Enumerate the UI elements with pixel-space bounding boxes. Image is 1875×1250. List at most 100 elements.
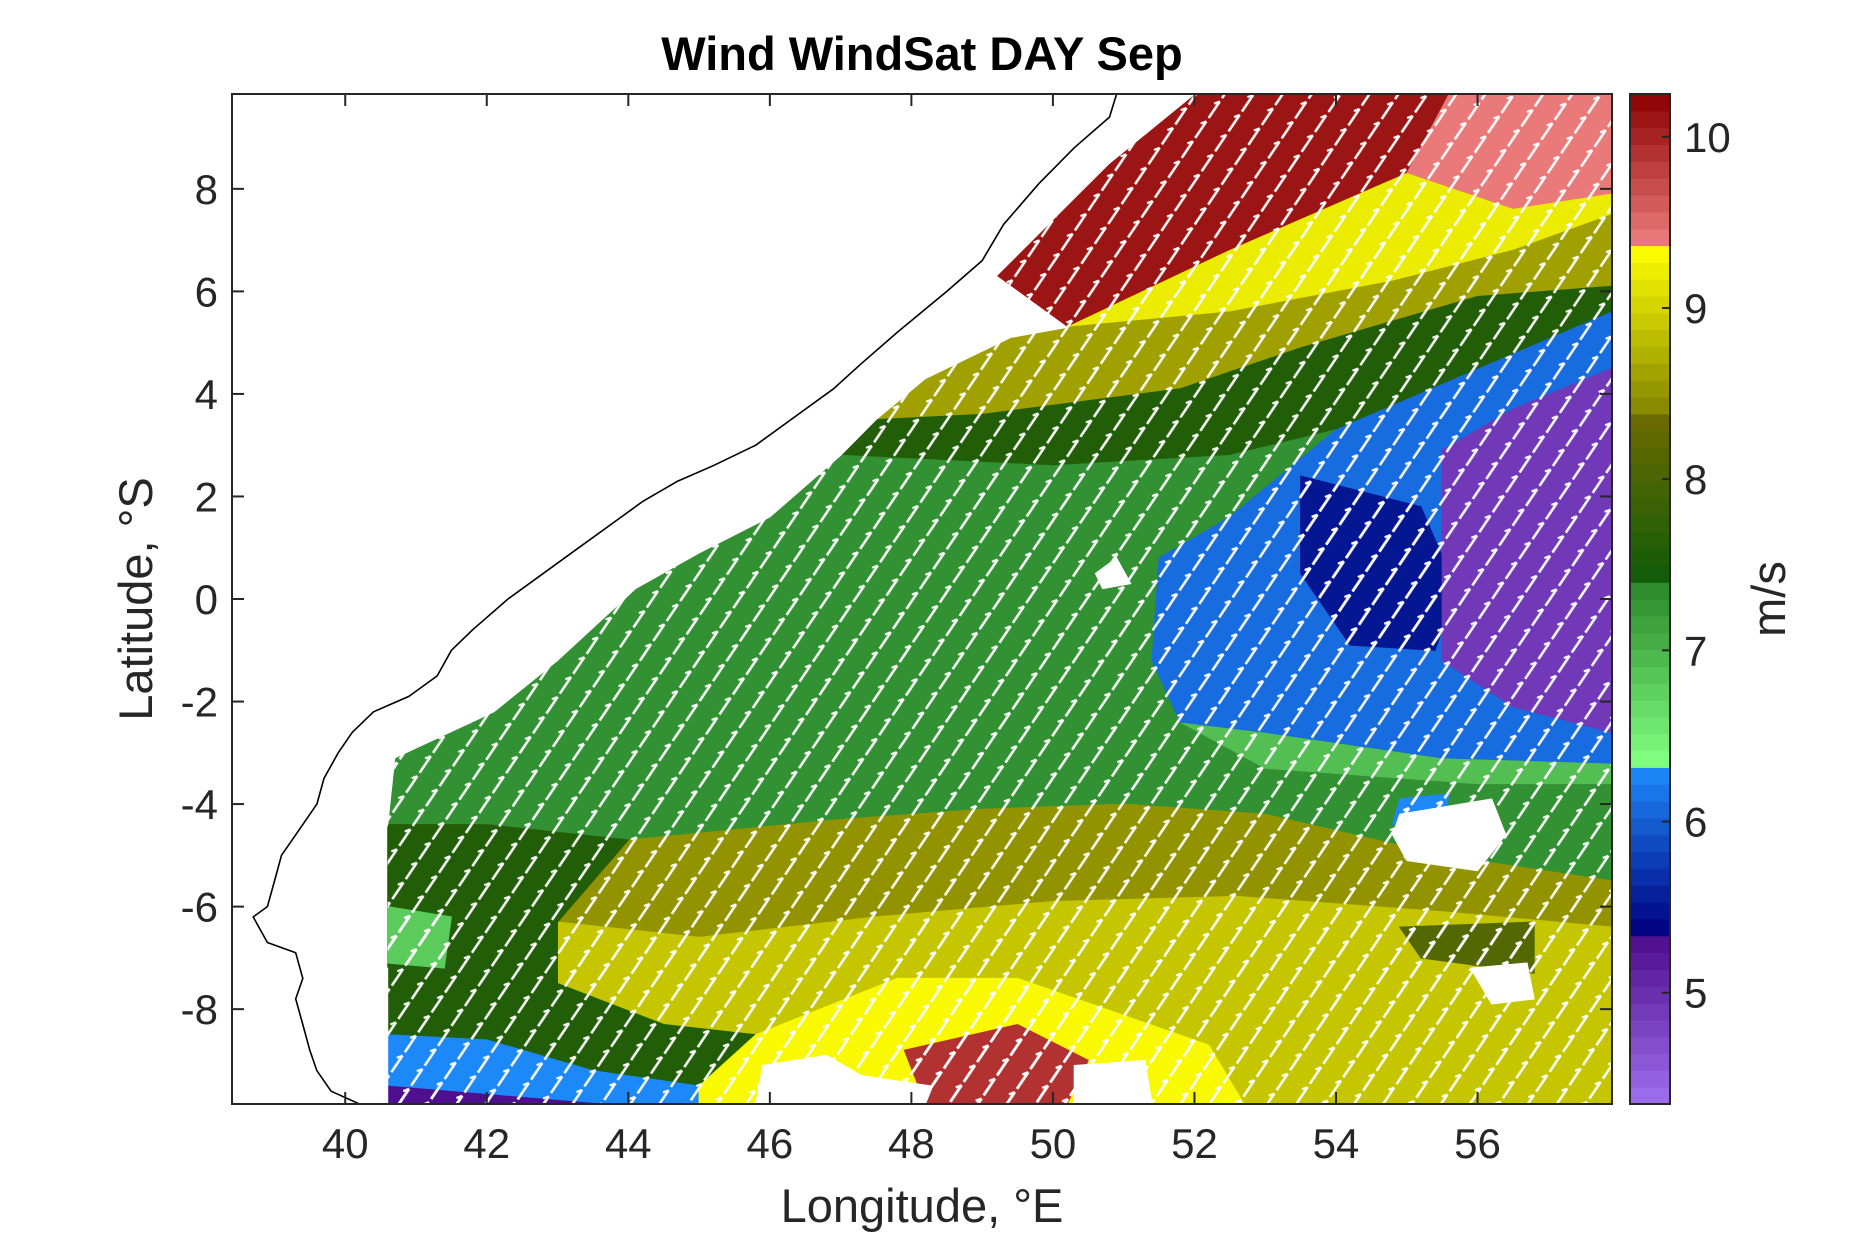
y-tick-label: 2 xyxy=(195,473,218,520)
wind-vectors-1 xyxy=(1406,94,1612,210)
x-tick-label: 44 xyxy=(605,1120,652,1167)
colorbar-step xyxy=(1630,952,1670,970)
wind-vectors-15 xyxy=(387,1086,600,1104)
no-data-area-4 xyxy=(1073,1059,1153,1104)
colorbar-step xyxy=(1630,582,1670,600)
colorbar-step xyxy=(1630,363,1670,381)
no-data-area-3 xyxy=(755,1054,934,1104)
y-tick-label: 6 xyxy=(195,268,218,315)
colorbar-step xyxy=(1630,514,1670,533)
colorbar-step xyxy=(1630,211,1670,230)
colorbar-step xyxy=(1630,413,1670,432)
colorbar-step xyxy=(1630,851,1670,869)
wind-vectors-5 xyxy=(387,429,1612,881)
colorbar-step xyxy=(1630,868,1670,886)
colorbar-step xyxy=(1630,986,1670,1004)
colorbar-tick-label: 9 xyxy=(1684,285,1707,332)
colorbar-step xyxy=(1630,262,1670,280)
colorbar-step xyxy=(1630,279,1670,297)
colorbar-step xyxy=(1630,346,1670,364)
x-tick-label: 50 xyxy=(1030,1120,1077,1167)
y-axis-label: Latitude, °S xyxy=(109,477,162,721)
colorbar-step xyxy=(1630,296,1670,314)
y-tick-label: 4 xyxy=(195,371,218,418)
colorbar-step xyxy=(1630,918,1670,937)
colorbar-step xyxy=(1630,228,1670,247)
colorbar-step xyxy=(1630,430,1670,449)
no-data-areas xyxy=(232,94,1612,1104)
colorbar-step xyxy=(1630,380,1670,398)
colorbar-step xyxy=(1630,481,1670,499)
colorbar-step xyxy=(1630,700,1670,718)
wind-vectors-14 xyxy=(387,1034,700,1104)
x-tick-label: 46 xyxy=(746,1120,793,1167)
y-tick-label: -2 xyxy=(181,679,218,726)
colorbar-step xyxy=(1630,447,1670,465)
colorbar-step xyxy=(1630,1053,1670,1071)
colorbar-step xyxy=(1630,144,1670,162)
x-tick-label: 42 xyxy=(463,1120,510,1167)
y-tick-label: 0 xyxy=(195,576,218,623)
colorbar-step xyxy=(1630,329,1670,348)
colorbar-step xyxy=(1630,599,1670,617)
colorbar-step xyxy=(1630,178,1670,196)
colorbar-tick-label: 10 xyxy=(1684,114,1731,161)
colorbar-step xyxy=(1630,1019,1670,1038)
colorbar-step xyxy=(1630,750,1670,768)
colorbar-step xyxy=(1630,397,1670,415)
wind-speed-field xyxy=(387,94,1612,1104)
colorbar-step xyxy=(1630,1036,1670,1055)
colorbar-tick-label: 8 xyxy=(1684,456,1707,503)
colorbar-step xyxy=(1630,733,1670,752)
colorbar-step xyxy=(1630,531,1670,550)
colorbar-step xyxy=(1630,935,1670,954)
wind-vectors-6 xyxy=(1180,722,1612,784)
colorbar-step xyxy=(1630,195,1670,213)
no-data-area-5 xyxy=(1469,962,1535,1005)
colorbar-step xyxy=(1630,817,1670,836)
colorbar-step xyxy=(1630,885,1670,903)
colorbar-step xyxy=(1630,902,1670,920)
colorbar-step xyxy=(1630,312,1670,331)
x-axis-ticks: 40 42 44 46 48 50 52 54 56 xyxy=(322,94,1501,1167)
colorbar-step xyxy=(1630,548,1670,566)
x-tick-label: 52 xyxy=(1171,1120,1218,1167)
colorbar-step xyxy=(1630,245,1670,263)
colorbar-tick-label: 5 xyxy=(1684,970,1707,1017)
wind-vectors-10 xyxy=(557,804,1612,938)
no-data-area-6 xyxy=(1094,557,1132,590)
colorbar-step xyxy=(1630,1070,1670,1088)
colorbar-step xyxy=(1630,1087,1670,1105)
wind-vectors-8 xyxy=(1300,476,1457,651)
wind-vectors-19 xyxy=(1399,922,1535,974)
chart-title: Wind WindSat DAY Sep xyxy=(661,27,1182,80)
colorbar-step xyxy=(1630,127,1670,146)
x-tick-label: 54 xyxy=(1313,1120,1360,1167)
y-tick-label: -6 xyxy=(181,884,218,931)
x-tick-label: 40 xyxy=(322,1120,369,1167)
colorbar-step xyxy=(1630,683,1670,701)
wind-vectors-2 xyxy=(1067,173,1612,328)
wind-vectors-9 xyxy=(1442,368,1612,733)
colorbar-step xyxy=(1630,498,1670,516)
y-axis-ticks: -8 -6 -4 -2 0 2 4 6 8 xyxy=(181,166,1612,1033)
wind-vectors-4 xyxy=(840,286,1612,466)
colorbar-frame xyxy=(1629,93,1671,1105)
wind-vectors-12 xyxy=(387,824,756,1087)
wind-vectors-0 xyxy=(996,94,1450,328)
y-tick-label: 8 xyxy=(195,166,218,213)
colorbar-step xyxy=(1630,110,1670,129)
colorbar-step xyxy=(1630,565,1670,583)
colorbar-step xyxy=(1630,1003,1670,1021)
coastline xyxy=(252,94,1118,1104)
wind-vectors-3 xyxy=(876,214,1612,420)
colorbar-step xyxy=(1630,969,1670,987)
plot-area xyxy=(232,94,1612,1104)
colorbar-step xyxy=(1630,649,1670,667)
colorbar-step xyxy=(1630,632,1670,651)
wind-vectors-17 xyxy=(904,1024,1089,1104)
x-tick-label: 56 xyxy=(1454,1120,1501,1167)
colorbar-step xyxy=(1630,161,1670,179)
x-tick-label: 48 xyxy=(888,1120,935,1167)
